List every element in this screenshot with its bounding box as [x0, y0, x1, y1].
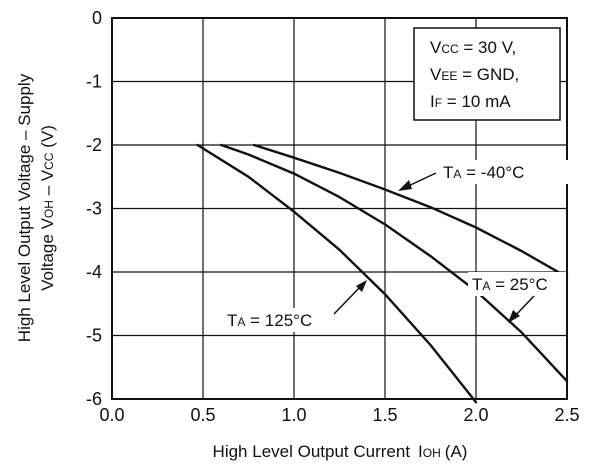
condition-vee: VEE = GND, — [430, 65, 519, 84]
label-bg-125 — [224, 308, 336, 332]
arrowhead-minus40 — [398, 180, 412, 191]
conditions-box — [413, 27, 561, 121]
curve-labels: TA = -40°C TA = 25°C TA = 125°C — [224, 160, 576, 332]
y-tick-label: -5 — [86, 326, 102, 346]
y-tick-label: 0 — [92, 8, 102, 28]
y-tick-label: -3 — [86, 199, 102, 219]
x-axis-label: High Level Output Current IOH (A) — [213, 442, 468, 461]
series-125c — [196, 143, 478, 404]
series-minus40c — [252, 143, 569, 279]
x-tick-label: 1.0 — [281, 405, 306, 425]
arrow-line-125 — [333, 284, 363, 315]
y-tick-label: -2 — [86, 135, 102, 155]
x-tick-label: 1.5 — [372, 405, 397, 425]
label-bg-minus40 — [440, 160, 576, 184]
label-bg-25 — [468, 272, 566, 296]
plot-frame — [111, 17, 568, 400]
x-tick-label: 2.0 — [463, 405, 488, 425]
label-minus40: TA = -40°C — [443, 163, 524, 182]
annotation-arrows — [333, 172, 535, 323]
y-tick-label: -6 — [86, 389, 102, 409]
condition-vcc: VCC = 30 V, — [430, 38, 516, 57]
x-axis-ticks: 0.0 0.5 1.0 1.5 2.0 2.5 — [99, 405, 579, 425]
y-axis-label-line1: High Level Output Voltage – Supply — [15, 73, 34, 342]
y-axis-ticks: 0 -1 -2 -3 -4 -5 -6 — [86, 8, 102, 409]
arrowhead-125 — [356, 280, 367, 292]
x-tick-label: 2.5 — [554, 405, 579, 425]
y-tick-label: -4 — [86, 262, 102, 282]
series-lines — [196, 143, 569, 404]
x-tick-label: 0.0 — [99, 405, 124, 425]
condition-if: IF = 10 mA — [430, 92, 511, 111]
y-axis-label-line2: Voltage VOH – VCC (V) — [38, 125, 57, 291]
series-25c — [219, 143, 569, 383]
label-25: TA = 25°C — [472, 275, 548, 294]
label-125: TA = 125°C — [227, 311, 312, 330]
conditions-legend: VCC = 30 V, VEE = GND, IF = 10 mA — [413, 27, 561, 121]
x-tick-label: 0.5 — [190, 405, 215, 425]
y-tick-label: -1 — [86, 72, 102, 92]
y-axis-label: High Level Output Voltage – Supply Volta… — [15, 73, 57, 342]
arrowhead-25 — [508, 310, 520, 323]
